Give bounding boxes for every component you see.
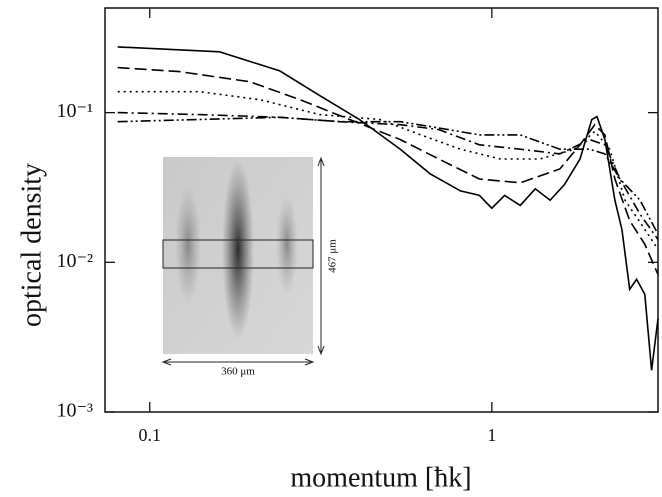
- annotation: 467 μm: [327, 239, 339, 273]
- x-tick-label: 1: [487, 425, 496, 445]
- x-tick-label: 0.1: [138, 425, 161, 445]
- y-tick-label: 10⁻³: [56, 400, 93, 422]
- line-series: [117, 46, 659, 371]
- line-series: [117, 66, 659, 275]
- line-series: [117, 90, 659, 250]
- x-axis-label: momentum [ħk]: [290, 462, 471, 493]
- y-tick-label: 10⁻¹: [56, 100, 93, 122]
- y-tick-label: 10⁻²: [56, 250, 93, 272]
- y-axis-label: optical density: [16, 163, 47, 327]
- annotation: 360 μm: [221, 366, 255, 378]
- plot-frame: [104, 7, 659, 413]
- inset-image: [161, 156, 325, 366]
